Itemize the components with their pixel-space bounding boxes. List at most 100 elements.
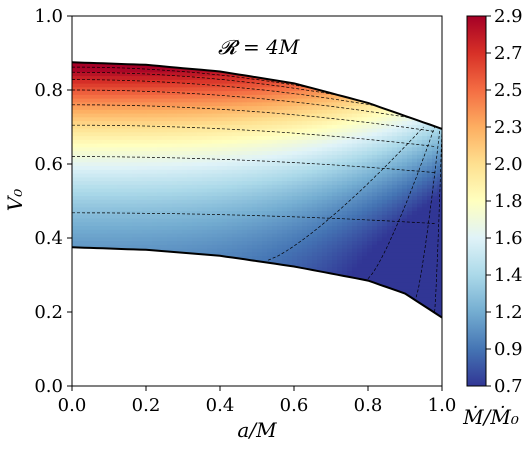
heatmap-cell <box>247 210 253 215</box>
heatmap-cell <box>142 98 148 103</box>
heatmap-cell <box>367 191 373 197</box>
heatmap-cell <box>367 259 373 264</box>
heatmap-cell <box>317 146 323 152</box>
heatmap-cell <box>152 143 158 148</box>
heatmap-cell <box>82 225 88 230</box>
heatmap-cell <box>407 210 413 215</box>
heatmap-cell <box>297 225 303 230</box>
heatmap-cell <box>207 176 213 182</box>
heatmap-cell <box>402 214 408 219</box>
heatmap-cell <box>207 165 213 170</box>
heatmap-cell <box>262 158 268 163</box>
heatmap-cell <box>117 71 123 77</box>
heatmap-cell <box>397 266 403 272</box>
heatmap-cell <box>212 203 218 208</box>
heatmap-cell <box>77 188 83 193</box>
heatmap-cell <box>257 105 263 110</box>
heatmap-cell <box>122 120 128 125</box>
heatmap-cell <box>377 270 383 275</box>
heatmap-cell <box>287 158 293 163</box>
heatmap-cell <box>117 116 123 122</box>
heatmap-cell <box>337 233 343 238</box>
heatmap-cell <box>332 248 338 253</box>
heatmap-cell <box>262 180 268 185</box>
heatmap-cell <box>92 184 98 189</box>
heatmap-cell <box>367 150 373 155</box>
heatmap-cell <box>357 128 363 133</box>
heatmap-cell <box>327 146 333 152</box>
heatmap-cell <box>337 131 343 137</box>
heatmap-cell <box>117 206 123 212</box>
heatmap-cell <box>87 203 93 208</box>
heatmap-cell <box>187 233 193 238</box>
heatmap-cell <box>392 131 398 137</box>
heatmap-cell <box>322 154 328 159</box>
heatmap-cell <box>107 180 113 185</box>
heatmap-cell <box>172 71 178 77</box>
heatmap-cell <box>357 225 363 230</box>
heatmap-cell <box>197 143 203 148</box>
heatmap-cell <box>142 124 148 129</box>
heatmap-cell <box>207 248 213 253</box>
heatmap-cell <box>217 176 223 182</box>
heatmap-cell <box>287 195 293 200</box>
heatmap-cell <box>357 274 363 279</box>
heatmap-cell <box>272 143 278 148</box>
heatmap-cell <box>102 139 108 144</box>
heatmap-cell <box>372 263 378 268</box>
heatmap-cell <box>302 229 308 234</box>
heatmap-cell <box>287 248 293 253</box>
heatmap-cell <box>232 188 238 193</box>
heatmap-cell <box>342 105 348 110</box>
heatmap-cell <box>257 101 263 107</box>
heatmap-cell <box>337 214 343 219</box>
heatmap-cell <box>82 68 88 73</box>
heatmap-cell <box>307 225 313 230</box>
heatmap-cell <box>372 139 378 144</box>
heatmap-cell <box>387 244 393 249</box>
heatmap-cell <box>142 221 148 227</box>
heatmap-cell <box>287 229 293 234</box>
heatmap-cell <box>382 225 388 230</box>
heatmap-cell <box>252 248 258 253</box>
heatmap-cell <box>397 240 403 245</box>
heatmap-cell <box>347 203 353 208</box>
heatmap-cell <box>187 191 193 197</box>
heatmap-cell <box>132 184 138 189</box>
heatmap-cell <box>362 203 368 208</box>
heatmap-cell <box>142 154 148 159</box>
heatmap-cell <box>267 184 273 189</box>
heatmap-cell <box>127 203 133 208</box>
heatmap-cell <box>337 109 343 114</box>
heatmap-cell <box>182 113 188 118</box>
heatmap-cell <box>177 131 183 137</box>
heatmap-cell <box>152 210 158 215</box>
heatmap-cell <box>147 169 153 174</box>
heatmap-cell <box>77 225 83 230</box>
heatmap-cell <box>317 124 323 129</box>
heatmap-cell <box>307 263 313 268</box>
heatmap-cell <box>142 128 148 133</box>
heatmap-cell <box>277 206 283 212</box>
heatmap-cell <box>132 131 138 137</box>
heatmap-cell <box>177 233 183 238</box>
heatmap-cell <box>192 94 198 99</box>
heatmap-cell <box>132 203 138 208</box>
heatmap-cell <box>232 251 238 257</box>
heatmap-cell <box>87 165 93 170</box>
heatmap-cell <box>302 113 308 118</box>
heatmap-cell <box>382 266 388 272</box>
heatmap-cell <box>387 263 393 268</box>
heatmap-cell <box>187 240 193 245</box>
heatmap-cell <box>267 105 273 110</box>
heatmap-cell <box>362 116 368 122</box>
heatmap-cell <box>177 188 183 193</box>
heatmap-cell <box>407 255 413 260</box>
heatmap-cell <box>382 161 388 167</box>
heatmap-cell <box>382 233 388 238</box>
heatmap-cell <box>77 71 83 77</box>
heatmap-cell <box>182 71 188 77</box>
heatmap-cell <box>142 146 148 152</box>
heatmap-cell <box>367 173 373 178</box>
heatmap-cell <box>192 180 198 185</box>
